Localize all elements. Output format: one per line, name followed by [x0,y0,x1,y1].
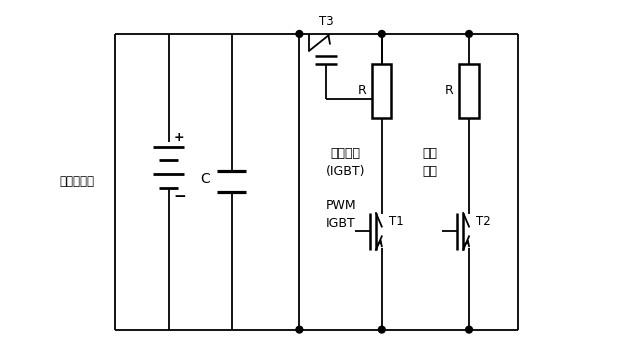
Text: −: − [173,189,186,204]
Text: T2: T2 [477,215,491,228]
Text: T3: T3 [319,15,333,28]
Circle shape [465,326,472,333]
Text: 加热
元件: 加热 元件 [423,147,438,178]
Circle shape [378,326,385,333]
Text: C: C [200,172,210,186]
Text: PWM
IGBT: PWM IGBT [325,199,356,230]
Text: 高电压电池: 高电压电池 [59,175,95,188]
Circle shape [378,30,385,37]
Text: 安全开关
(IGBT): 安全开关 (IGBT) [326,147,365,178]
Text: +: + [173,131,184,144]
Text: T1: T1 [389,215,404,228]
Circle shape [465,30,472,37]
Circle shape [296,326,303,333]
Text: R: R [445,84,454,97]
Bar [372,64,391,118]
Bar [459,64,478,118]
Text: R: R [358,84,366,97]
Circle shape [296,30,303,37]
